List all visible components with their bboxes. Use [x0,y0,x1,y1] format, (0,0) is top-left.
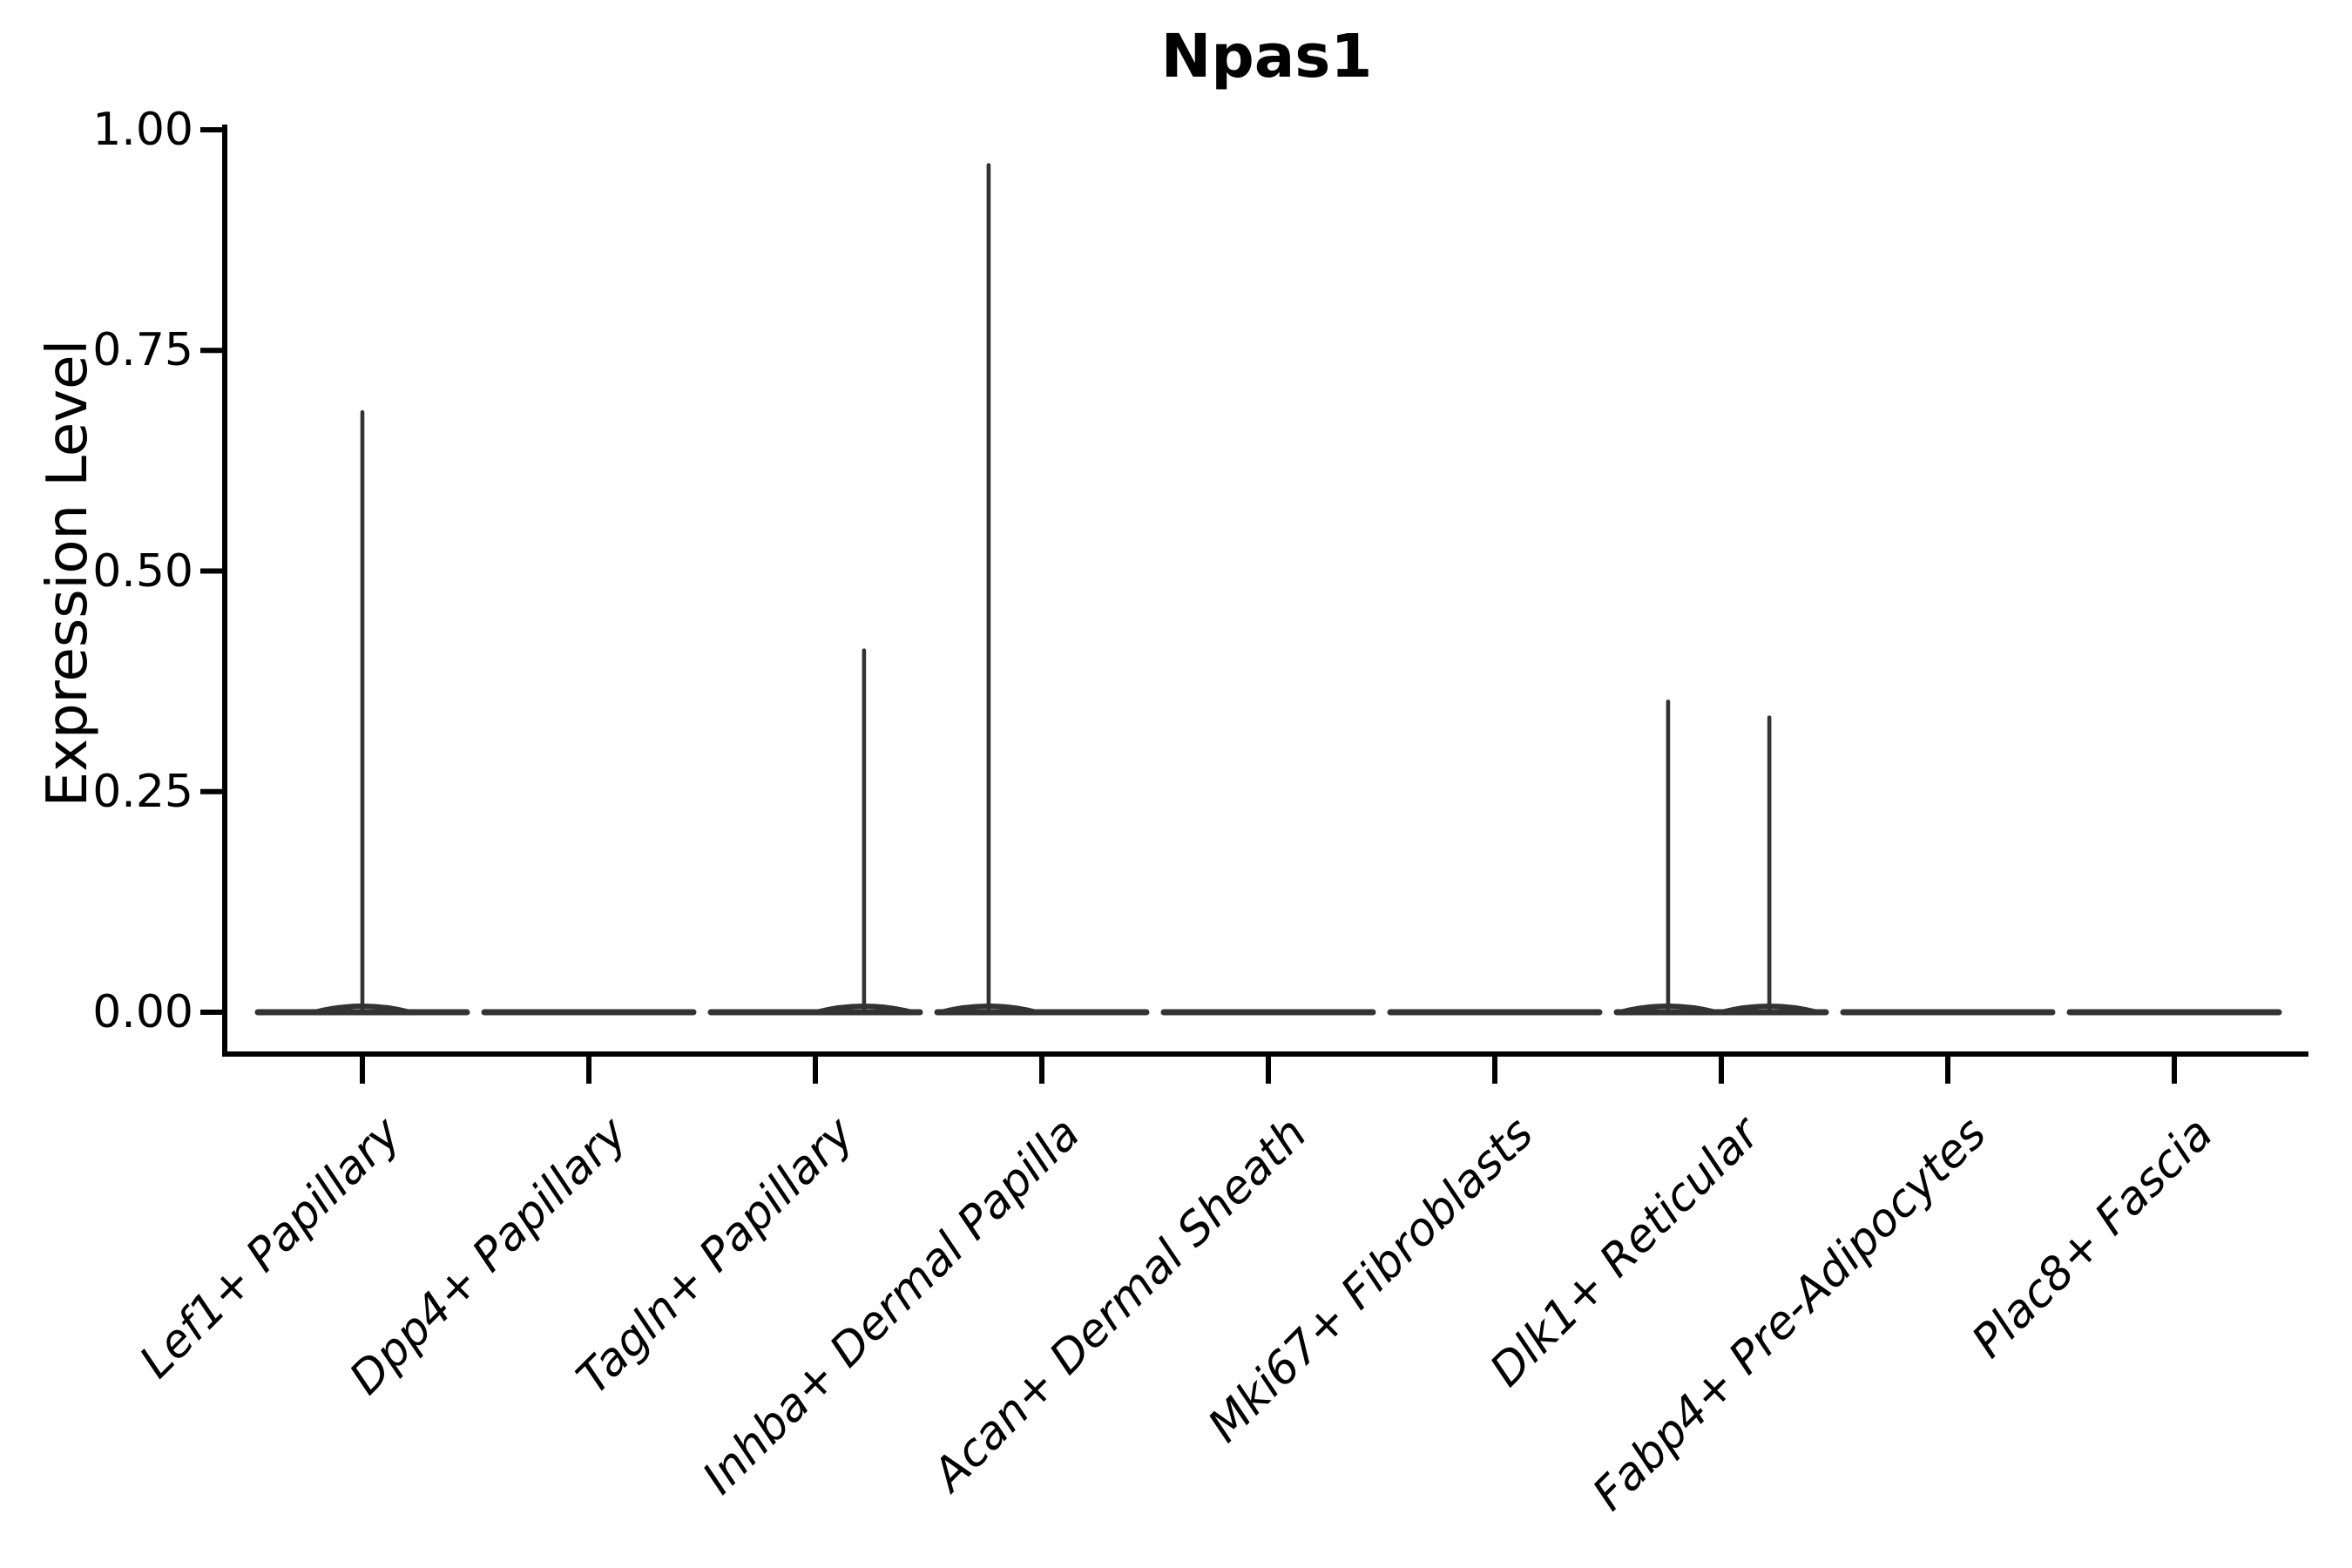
y-tick-label: 0.50 [92,544,193,598]
y-tick-label: 0.25 [92,765,193,818]
y-tick-label: 0.75 [92,324,193,377]
plot-title: Npas1 [1160,22,1373,91]
y-tick-label: 1.00 [92,104,193,156]
y-tick-label: 0.00 [92,986,193,1038]
